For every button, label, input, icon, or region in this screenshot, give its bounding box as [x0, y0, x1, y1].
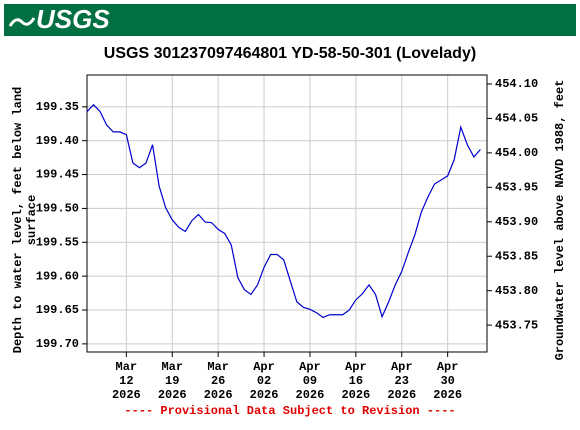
y-tick-label: 199.50 — [36, 202, 79, 216]
x-tick-label: 02 — [257, 374, 271, 388]
x-tick-label: Apr — [391, 360, 413, 374]
x-tick-label: Apr — [253, 360, 275, 374]
x-tick-label: 23 — [395, 374, 409, 388]
y-tick-label: 199.35 — [36, 100, 79, 114]
x-tick-label: 16 — [349, 374, 363, 388]
y-tick-label: 199.60 — [36, 269, 79, 283]
y2-tick-label: 453.75 — [495, 318, 538, 332]
logo-wave — [8, 17, 36, 27]
annotation: ---- Provisional Data Subject to Revisio… — [124, 404, 455, 418]
x-tick-label: 30 — [440, 374, 454, 388]
y2-tick-label: 453.80 — [495, 284, 538, 298]
x-tick-label: 2026 — [204, 388, 233, 402]
x-tick-label: 2026 — [112, 388, 141, 402]
y-tick-label: 199.70 — [36, 337, 79, 351]
y2-tick-label: 454.10 — [495, 77, 538, 91]
x-tick-label: 2026 — [433, 388, 462, 402]
x-tick-label: Apr — [299, 360, 321, 374]
x-tick-label: 26 — [211, 374, 225, 388]
x-tick-label: 2026 — [341, 388, 370, 402]
y-tick-label: 199.65 — [36, 303, 79, 317]
x-tick-label: Mar — [116, 360, 138, 374]
x-tick-label: 2026 — [387, 388, 416, 402]
y-tick-label: 199.45 — [36, 168, 79, 182]
y2-tick-label: 453.95 — [495, 180, 538, 194]
x-tick-label: 2026 — [250, 388, 279, 402]
y2-tick-label: 454.00 — [495, 146, 538, 160]
chart-title: USGS 301237097464801 YD-58-50-301 (Lovel… — [104, 45, 476, 62]
x-tick-label: 2026 — [296, 388, 325, 402]
x-tick-label: 2026 — [158, 388, 187, 402]
logo: USGS — [36, 4, 110, 34]
y2-tick-label: 453.85 — [495, 249, 538, 263]
x-tick-label: Apr — [437, 360, 459, 374]
y-axis-label: Depth to water level, feet below land — [11, 87, 25, 353]
banner — [4, 4, 576, 36]
y-tick-label: 199.40 — [36, 134, 79, 148]
x-tick-label: Mar — [161, 360, 183, 374]
y-axis-label: surface — [25, 195, 39, 245]
x-tick-label: 19 — [165, 374, 179, 388]
plot-frame — [86, 74, 488, 353]
x-tick-label: Apr — [345, 360, 367, 374]
data-line — [86, 103, 481, 319]
y-tick-label: 199.55 — [36, 235, 79, 249]
y2-tick-label: 453.90 — [495, 215, 538, 229]
y2-tick-label: 454.05 — [495, 112, 538, 126]
x-tick-label: 09 — [303, 374, 317, 388]
x-tick-label: 12 — [119, 374, 133, 388]
x-tick-label: Mar — [207, 360, 229, 374]
y2-axis-label: Groundwater level above NAVD 1988, feet — [553, 80, 567, 361]
